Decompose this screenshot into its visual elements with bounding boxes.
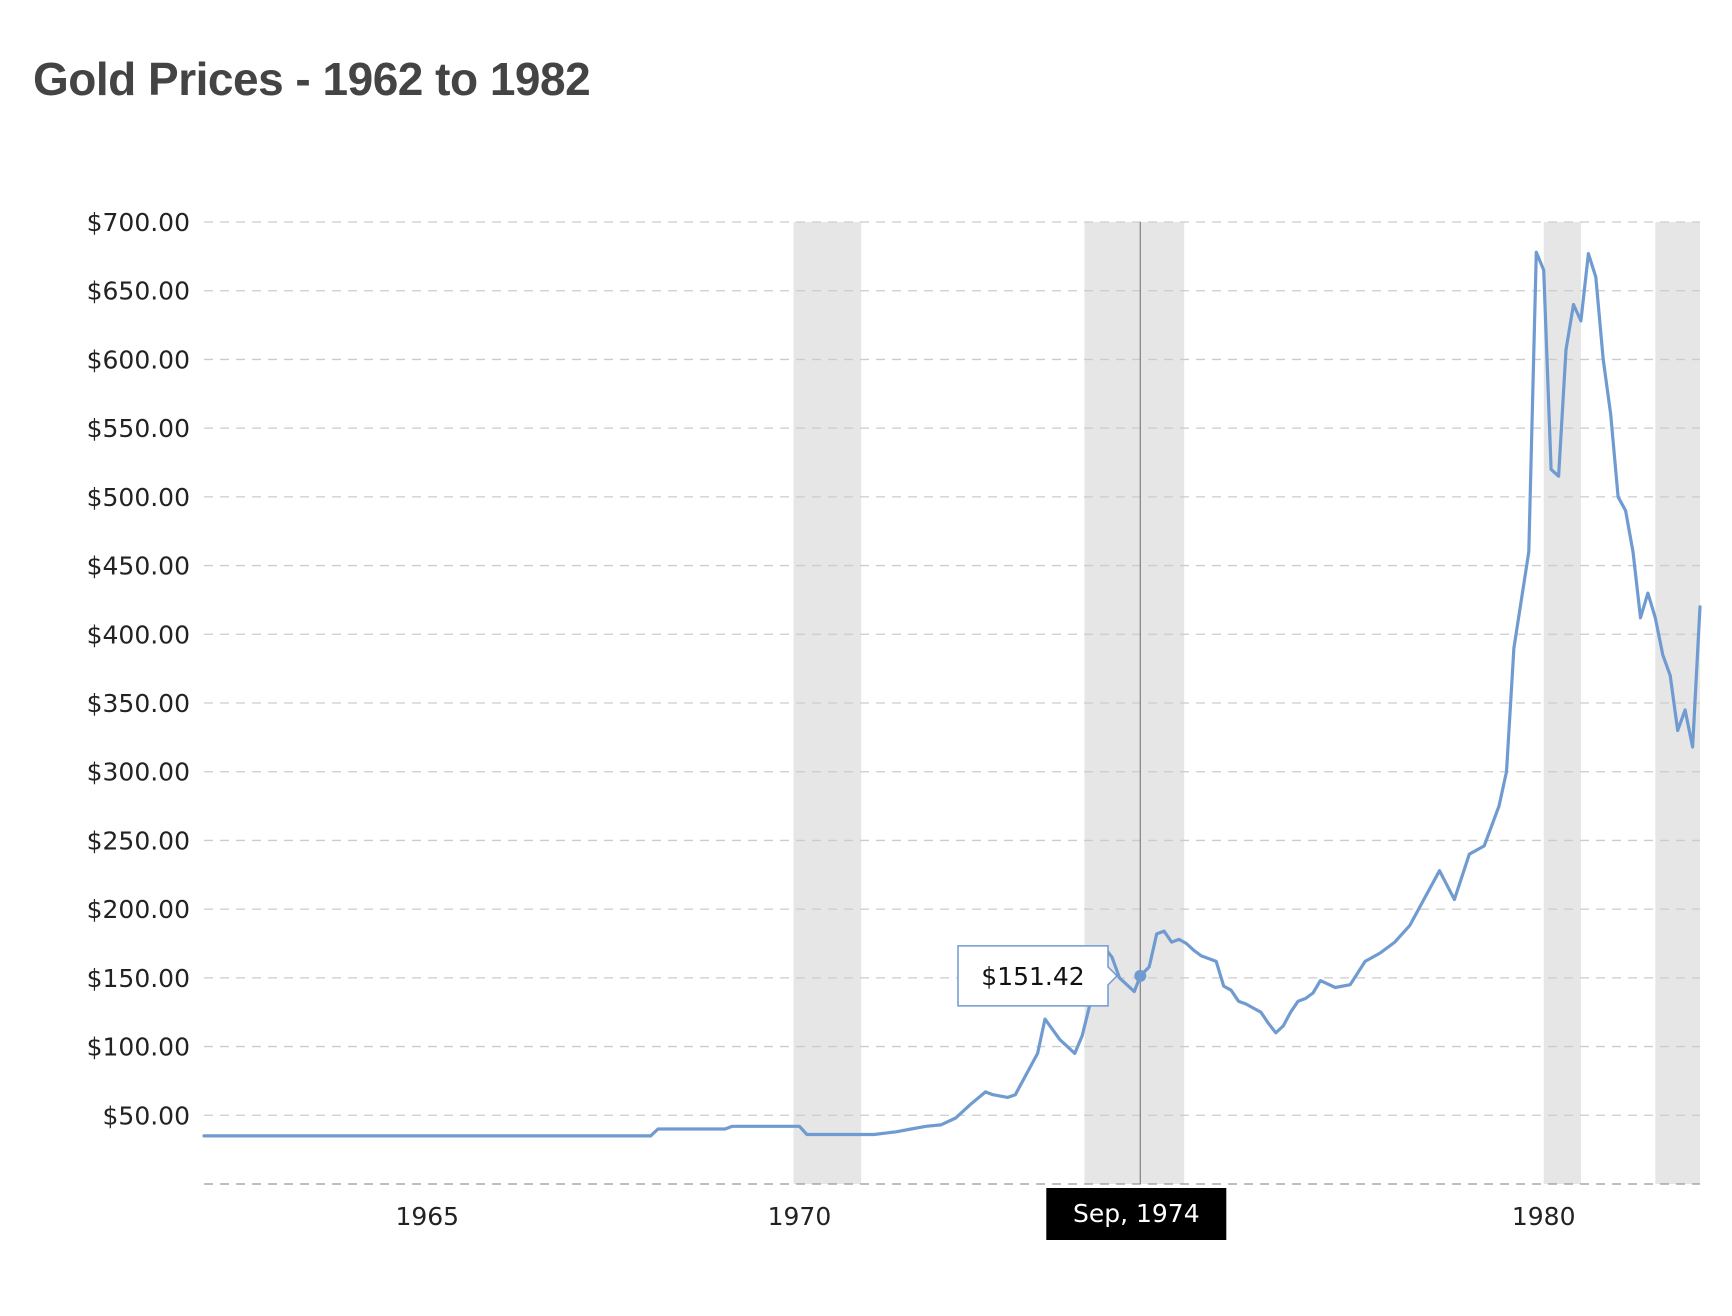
y-tick-label: $700.00 — [87, 208, 190, 237]
y-tick-label: $450.00 — [87, 552, 190, 581]
gridlines — [204, 221, 1700, 1185]
y-tick-label: $500.00 — [87, 483, 190, 512]
series-line-gold-price — [202, 250, 1702, 1138]
chart-title: Gold Prices - 1962 to 1982 — [33, 53, 591, 105]
y-tick-label: $250.00 — [87, 826, 190, 855]
y-tick-label: $150.00 — [87, 964, 190, 993]
y-tick-label: $600.00 — [87, 345, 190, 374]
y-axis-labels: $50.00 $100.00 $150.00 $200.00 $250.00 $300.0… — [87, 208, 190, 1130]
crosshair — [1134, 222, 1147, 1184]
date-flag: Sep, 1974 — [1046, 1188, 1227, 1240]
y-tick-label: $100.00 — [87, 1033, 190, 1062]
tooltip-box — [957, 945, 1119, 1007]
tooltip: $151.42 — [957, 945, 1119, 1007]
hover-point — [1134, 969, 1147, 982]
x-tick-label: 1965 — [395, 1202, 459, 1231]
y-tick-label: $650.00 — [87, 277, 190, 306]
y-tick-label: $350.00 — [87, 689, 190, 718]
x-axis-labels: 1965197019751980 — [395, 1202, 1575, 1231]
x-tick-label: 1970 — [768, 1202, 832, 1231]
y-tick-label: $550.00 — [87, 414, 190, 443]
x-tick-label: 1980 — [1512, 1202, 1576, 1231]
y-tick-label: $200.00 — [87, 895, 190, 924]
y-tick-label: $300.00 — [87, 758, 190, 787]
date-flag-box — [1046, 1188, 1227, 1240]
y-tick-label: $50.00 — [103, 1101, 190, 1130]
tooltip-value: $151.42 — [981, 962, 1084, 991]
y-tick-label: $400.00 — [87, 620, 190, 649]
date-flag-label: Sep, 1974 — [1073, 1199, 1200, 1228]
